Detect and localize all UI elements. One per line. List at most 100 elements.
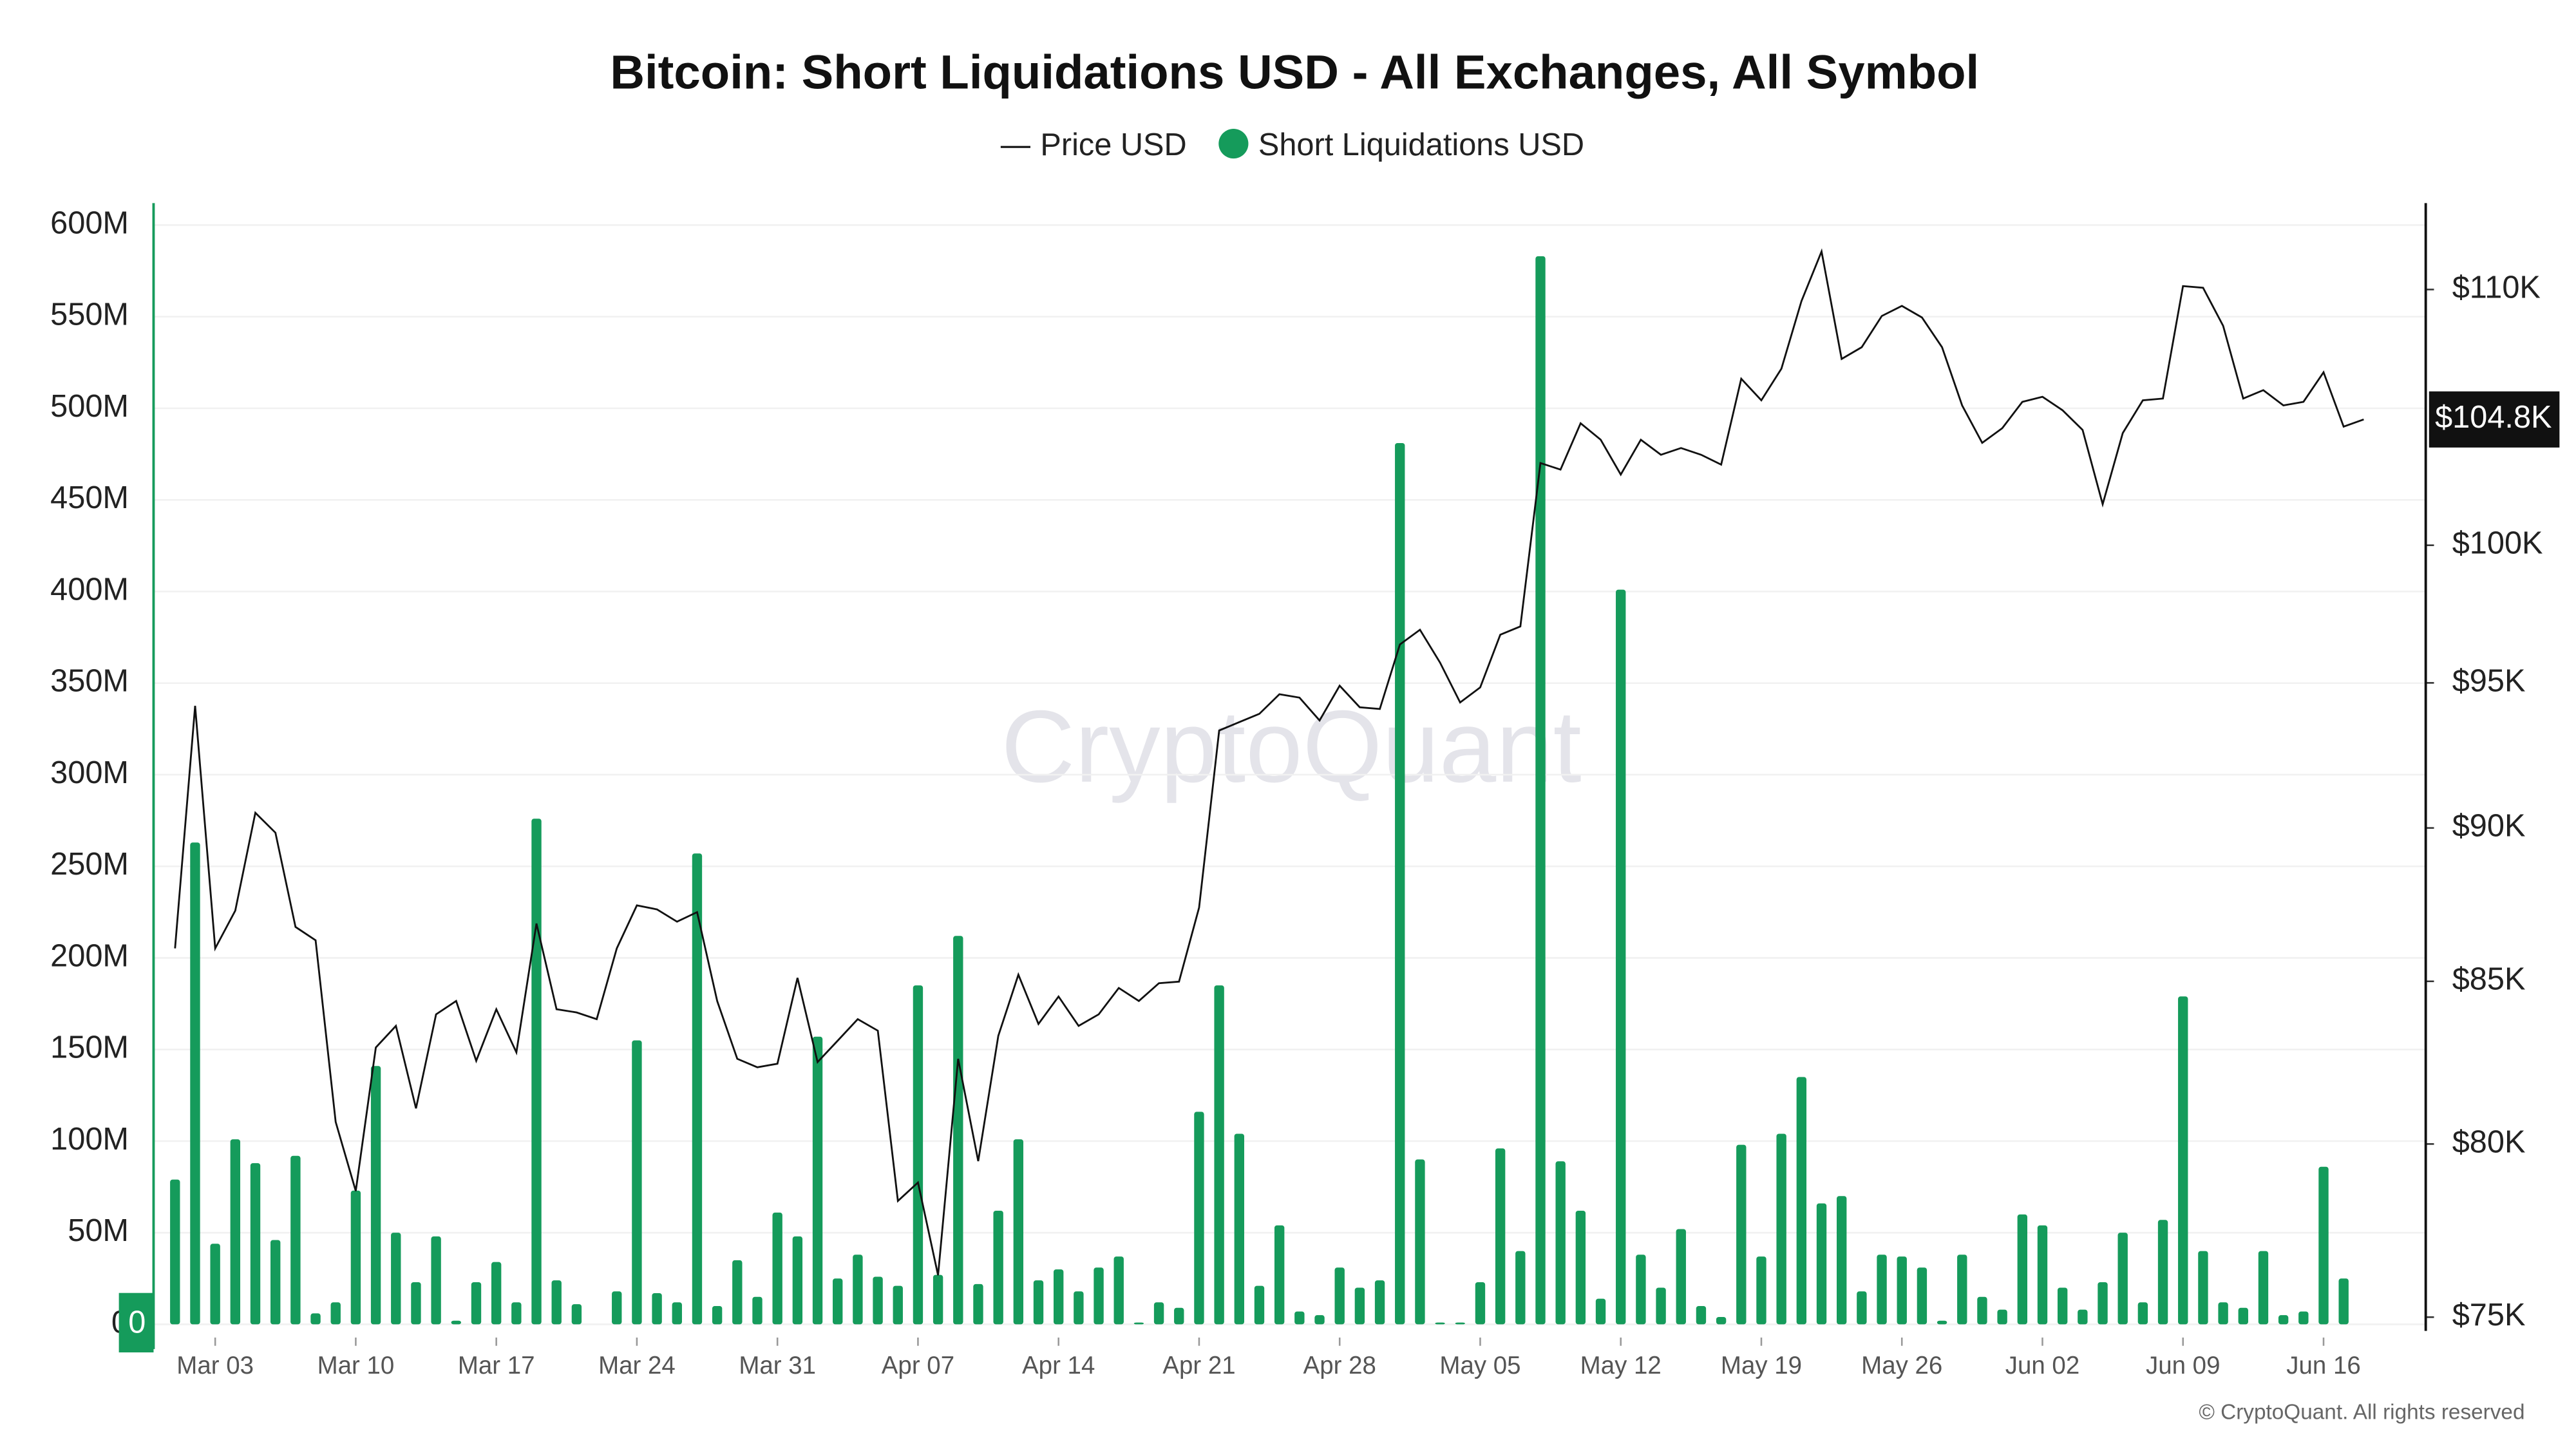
bar: [1455, 1322, 1465, 1325]
y2-tick-label: $80K: [2452, 1124, 2526, 1159]
bar: [2338, 1278, 2349, 1325]
bar: [2057, 1287, 2068, 1325]
y-tick-label: 550M: [50, 298, 129, 332]
bar: [1776, 1133, 1786, 1325]
bar: [812, 1036, 823, 1325]
y-tick-label: 150M: [50, 1030, 129, 1065]
bar: [1756, 1256, 1766, 1325]
bar: [732, 1260, 743, 1325]
last-value-badge: [118, 1293, 154, 1352]
y2-tick-label: $110K: [2452, 270, 2541, 305]
bar: [1736, 1144, 1747, 1325]
x-tick-label: Apr 14: [1022, 1352, 1095, 1379]
bar: [1374, 1280, 1385, 1325]
bar: [2278, 1315, 2289, 1325]
bar: [652, 1293, 662, 1325]
last-value-label: 0: [128, 1305, 146, 1340]
bar: [1354, 1287, 1365, 1325]
bar: [1816, 1203, 1827, 1325]
y2-tick-label: $90K: [2452, 809, 2526, 844]
bar: [712, 1305, 723, 1325]
bar: [873, 1276, 883, 1325]
x-tick-label: May 05: [1439, 1352, 1520, 1379]
bar: [672, 1302, 682, 1325]
bar: [571, 1304, 582, 1325]
bar: [1997, 1309, 2007, 1325]
bar: [1957, 1255, 1967, 1325]
bar: [471, 1282, 482, 1325]
y-tick-label: 450M: [50, 480, 129, 515]
bar: [913, 985, 923, 1325]
y-tick-label: 100M: [50, 1122, 129, 1157]
bar: [953, 936, 963, 1325]
bar: [1274, 1225, 1285, 1325]
x-tick-label: Mar 24: [598, 1352, 676, 1379]
bar: [853, 1255, 863, 1325]
x-tick-label: Jun 02: [2005, 1352, 2079, 1379]
bar: [1094, 1267, 1104, 1325]
bar: [1535, 256, 1546, 1325]
x-tick-label: Mar 03: [176, 1352, 254, 1379]
bar: [1696, 1305, 1707, 1325]
bar: [2157, 1220, 2168, 1325]
bar: [792, 1236, 803, 1325]
bar: [612, 1291, 622, 1325]
bar: [1857, 1291, 1867, 1325]
x-tick-label: Mar 17: [458, 1352, 535, 1379]
y-tick-label: 500M: [50, 389, 129, 424]
bar: [1334, 1267, 1345, 1325]
y-tick-label: 300M: [50, 755, 129, 790]
bar: [190, 842, 200, 1325]
bar: [2037, 1225, 2048, 1325]
bar: [2318, 1166, 2329, 1325]
x-tick-label: May 12: [1580, 1352, 1662, 1379]
bar: [893, 1285, 903, 1325]
bar: [632, 1040, 642, 1325]
legend-label: Short Liquidations USD: [1258, 128, 1584, 162]
bar: [1636, 1255, 1646, 1325]
x-tick-label: Apr 28: [1303, 1352, 1376, 1379]
bar: [370, 1066, 381, 1325]
bar: [511, 1302, 522, 1325]
bar: [1575, 1211, 1586, 1325]
x-tick-label: Mar 10: [317, 1352, 395, 1379]
bar: [2178, 996, 2188, 1325]
bar: [250, 1163, 261, 1325]
bar: [330, 1302, 341, 1325]
bar: [170, 1179, 180, 1325]
y2-tick-label: $100K: [2452, 526, 2543, 561]
bar: [350, 1190, 361, 1325]
bar: [491, 1262, 502, 1325]
bar: [1033, 1280, 1044, 1325]
bar: [1294, 1311, 1305, 1325]
y-tick-label: 200M: [50, 938, 129, 973]
bar: [290, 1155, 301, 1325]
bar: [1897, 1256, 1907, 1325]
y2-tick-label: $95K: [2452, 663, 2526, 698]
bar: [2078, 1309, 2088, 1325]
bar: [1254, 1285, 1265, 1325]
bar: [1977, 1296, 1987, 1325]
bar: [531, 819, 542, 1325]
bar: [1153, 1302, 1164, 1325]
bar: [1475, 1282, 1486, 1325]
bar: [1837, 1196, 1847, 1325]
legend: Price USD Short Liquidations USD: [1000, 128, 1584, 162]
bar: [1515, 1251, 1526, 1325]
bar: [411, 1282, 421, 1325]
y-tick-label: 50M: [68, 1213, 129, 1248]
x-tick-label: May 26: [1861, 1352, 1942, 1379]
y-tick-label: 250M: [50, 847, 129, 882]
bar: [210, 1244, 220, 1325]
bar: [833, 1278, 843, 1325]
y2-tick-label: $85K: [2452, 962, 2526, 997]
bar: [1113, 1256, 1124, 1325]
bar: [692, 853, 703, 1325]
bar: [1937, 1320, 1947, 1325]
bar: [1796, 1077, 1807, 1325]
bar: [1917, 1267, 1927, 1325]
bar: [1314, 1315, 1325, 1325]
y-tick-label: 600M: [50, 205, 129, 240]
bar: [551, 1280, 562, 1325]
bar: [1595, 1298, 1606, 1325]
